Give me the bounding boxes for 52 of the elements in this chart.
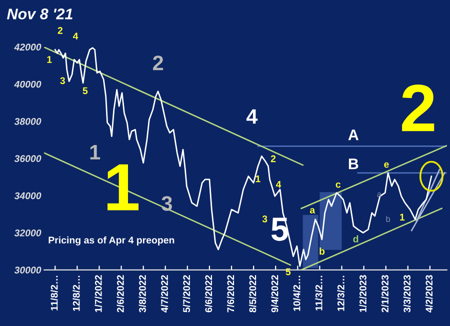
x-tick-label: 11/3/2… bbox=[315, 276, 322, 310]
annotation: 1 bbox=[400, 214, 405, 220]
annotation: b bbox=[320, 248, 325, 255]
x-tick-label: 5/7/2022 bbox=[182, 275, 190, 312]
annotation: 3 bbox=[162, 196, 172, 211]
annotation: 4 bbox=[246, 109, 258, 124]
annotation: a bbox=[310, 208, 316, 214]
x-tick-label: 3/3/2023 bbox=[403, 275, 411, 312]
x-tick-label: 9/4/2022 bbox=[271, 275, 278, 312]
x-tick-label: 1/7/2022 bbox=[94, 275, 102, 312]
text: 2 bbox=[58, 27, 63, 34]
text: 4 bbox=[72, 32, 78, 40]
y-tick-label: 34000 bbox=[14, 192, 42, 200]
annotation: 3 bbox=[262, 215, 268, 222]
x-tick-label: 6/6/2022 bbox=[204, 275, 212, 312]
x-tick-label: 11/8/2… bbox=[50, 276, 58, 310]
x-tick-label: 7/6/2022 bbox=[226, 275, 234, 312]
annotation: c bbox=[336, 182, 341, 188]
annotation: 1 bbox=[90, 145, 100, 160]
x-tick-label: 4/7/2022 bbox=[160, 275, 168, 312]
annotation: 3 bbox=[60, 77, 65, 84]
y-tick-label: 38000 bbox=[14, 118, 42, 125]
x-tick-label: 10/4/2… bbox=[293, 276, 300, 311]
x-tick-label: 2/1/2023 bbox=[381, 275, 389, 312]
annotation: b bbox=[386, 216, 390, 222]
x-tick-label: 4/2/2023 bbox=[425, 275, 433, 312]
annotation: 1 bbox=[47, 56, 52, 63]
annotation: e bbox=[384, 162, 389, 168]
x-tick-label: 3/8/2022 bbox=[138, 275, 146, 312]
annotation: 5 bbox=[82, 87, 88, 94]
x-tick-label: 1/2/2023 bbox=[359, 275, 367, 312]
y-tick-label: 32000 bbox=[14, 230, 42, 236]
annotation: d bbox=[353, 235, 358, 242]
chart-title: Nov 8 '21 bbox=[7, 8, 72, 20]
annotation: 2 bbox=[270, 155, 276, 162]
x-tick-label: 2/6/2022 bbox=[116, 275, 124, 312]
x-tick-label: 12/8/2… bbox=[72, 276, 80, 311]
y-tick-label: 40000 bbox=[14, 80, 42, 88]
annotation: 4 bbox=[276, 181, 282, 188]
annotation: A bbox=[348, 130, 359, 140]
annotation: a bbox=[377, 192, 382, 198]
annotation: 2 bbox=[402, 84, 434, 132]
y-tick-label: 30000 bbox=[14, 266, 42, 274]
annotation: Pricing as of Apr 4 preopen bbox=[48, 236, 174, 246]
annotation: 5 bbox=[271, 218, 288, 241]
y-tick-label: 42000 bbox=[14, 44, 42, 51]
x-tick-label: 12/3/2… bbox=[337, 276, 344, 311]
annotation: 2 bbox=[153, 56, 164, 70]
y-tick-label: 36000 bbox=[14, 155, 42, 162]
x-tick-label: 8/5/2022 bbox=[249, 275, 256, 312]
annotation: 1 bbox=[256, 175, 260, 182]
annotation: B bbox=[348, 158, 358, 170]
